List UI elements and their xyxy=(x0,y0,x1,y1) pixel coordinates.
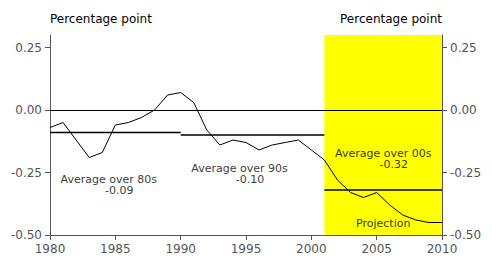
svg-text:-0.25: -0.25 xyxy=(11,166,42,180)
svg-text:2010: 2010 xyxy=(427,242,458,256)
svg-text:Percentage point: Percentage point xyxy=(50,12,152,26)
svg-text:0.25: 0.25 xyxy=(450,41,477,55)
svg-text:-0.10: -0.10 xyxy=(215,173,264,186)
svg-text:Average over 00s: Average over 00s xyxy=(335,146,432,160)
svg-text:0.00: 0.00 xyxy=(450,103,477,117)
svg-text:2000: 2000 xyxy=(296,242,327,256)
svg-text:-0.50: -0.50 xyxy=(450,228,481,242)
svg-text:1990: 1990 xyxy=(165,242,196,256)
svg-text:2005: 2005 xyxy=(361,242,392,256)
svg-text:-0.09: -0.09 xyxy=(84,184,133,197)
svg-text:Projection: Projection xyxy=(356,217,410,230)
svg-text:-0.32: -0.32 xyxy=(358,158,407,171)
svg-text:Percentage point: Percentage point xyxy=(340,12,442,26)
svg-text:-0.50: -0.50 xyxy=(11,228,42,242)
svg-text:1995: 1995 xyxy=(231,242,262,256)
svg-text:Average over 90s: Average over 90s xyxy=(191,161,288,175)
svg-text:Average over 80s: Average over 80s xyxy=(60,173,157,186)
svg-text:-0.25: -0.25 xyxy=(450,166,481,180)
svg-text:0.00: 0.00 xyxy=(15,103,42,117)
svg-text:1980: 1980 xyxy=(35,242,66,256)
svg-text:1985: 1985 xyxy=(100,242,131,256)
svg-text:0.25: 0.25 xyxy=(15,41,42,55)
